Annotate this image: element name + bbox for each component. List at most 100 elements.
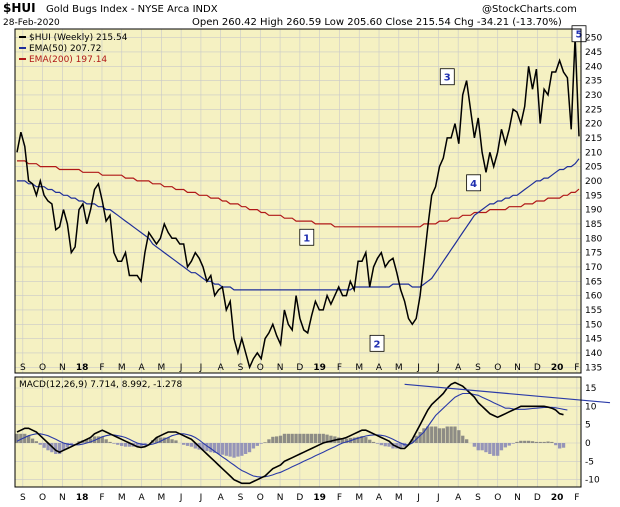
ema200-line: [17, 160, 580, 228]
macd-histogram-bar: [430, 426, 434, 443]
macd-histogram-bar: [558, 443, 562, 449]
wave-label-1: 1: [299, 228, 315, 246]
macd-histogram-bar: [282, 433, 287, 443]
macd-histogram-bar: [306, 433, 310, 443]
macd-histogram-bar: [127, 443, 132, 447]
macd-histogram-bar: [441, 428, 445, 443]
legend: $HUI (Weekly) 215.54 EMA(50) 207.72 EMA(…: [19, 33, 128, 65]
macd-histogram-bar: [143, 443, 147, 445]
macd-histogram-bar: [92, 436, 97, 443]
macd-histogram-bar: [104, 439, 108, 443]
macd-histogram-bar: [286, 433, 290, 443]
wave-label-text: 1: [303, 233, 310, 244]
price-panel-background: [15, 29, 581, 373]
macd-histogram-bar: [499, 443, 504, 451]
macd-histogram-bar: [368, 439, 372, 443]
macd-histogram-bar: [290, 433, 294, 443]
month-label: D: [296, 493, 303, 503]
macd-histogram-bar: [232, 443, 236, 458]
price-y-tick: 215: [585, 134, 602, 144]
price-y-tick: 155: [585, 306, 602, 316]
macd-histogram-bar: [434, 426, 438, 443]
macd-histogram-bar: [298, 433, 302, 443]
macd-panel: -10 -5 0 5 10 15 MACD(12,26,9) 7.714, 8.992, …: [14, 376, 611, 488]
price-y-tick: 175: [585, 249, 602, 259]
macd-histogram-bar: [19, 433, 23, 443]
month-label: O: [494, 363, 501, 373]
month-label: F: [99, 363, 104, 373]
price-y-tick: 245: [585, 48, 602, 58]
month-label: D: [534, 493, 541, 503]
macd-histogram: [15, 426, 566, 458]
month-label: N: [514, 363, 521, 373]
macd-histogram-bar: [492, 443, 496, 456]
chart-symbol-name: Gold Bugs Index - NYSE Arca INDX: [46, 4, 218, 15]
macd-histogram-bar: [259, 443, 263, 444]
macd-histogram-bar: [46, 443, 50, 451]
price-y-tick: 185: [585, 220, 602, 230]
macd-histogram-bar: [352, 437, 356, 443]
month-label: F: [337, 493, 342, 503]
macd-histogram-bar: [418, 432, 422, 443]
price-y-tick: 210: [585, 148, 602, 158]
macd-histogram-bar: [445, 426, 449, 443]
macd-histogram-bar: [476, 443, 480, 451]
price-y-tick: 165: [585, 277, 602, 287]
macd-histogram-bar: [89, 438, 93, 443]
macd-histogram-bar: [271, 436, 275, 443]
wave-label-2: 2: [369, 334, 385, 352]
macd-histogram-bar: [255, 443, 259, 446]
macd-histogram-bar: [387, 443, 391, 447]
price-y-tick: 170: [585, 263, 602, 273]
month-label: S: [20, 493, 26, 503]
month-label: D: [296, 363, 303, 373]
macd-y-axis: -10 -5 0 5 10 15: [585, 384, 600, 486]
month-label: A: [376, 493, 383, 503]
macd-histogram-bar: [375, 443, 380, 444]
macd-histogram-bar: [213, 443, 217, 453]
month-label: J: [179, 493, 183, 503]
macd-histogram-bar: [399, 443, 403, 449]
price-y-tick: 150: [585, 320, 602, 330]
macd-histogram-bar: [65, 443, 69, 448]
month-label: M: [157, 363, 165, 373]
macd-histogram-bar: [422, 428, 426, 443]
macd-histogram-bar: [488, 443, 492, 454]
month-label: M: [355, 363, 363, 373]
month-label: 19: [313, 363, 326, 373]
wave-label-3: 3: [439, 68, 455, 86]
month-label: O: [257, 493, 264, 503]
macd-histogram-bar: [503, 443, 507, 448]
macd-histogram-bar: [263, 442, 267, 443]
macd-trendline: [404, 383, 611, 404]
macd-histogram-bar: [383, 443, 387, 447]
month-label: A: [138, 493, 145, 503]
macd-histogram-bar: [216, 443, 221, 454]
month-label: J: [179, 363, 183, 373]
month-label: M: [395, 493, 403, 503]
month-label: F: [574, 493, 579, 503]
price-y-tick: 220: [585, 120, 602, 130]
macd-histogram-bar: [42, 443, 46, 448]
month-label: N: [514, 493, 521, 503]
month-label: F: [574, 363, 579, 373]
price-y-tick: 240: [585, 62, 602, 72]
macd-histogram-bar: [546, 441, 550, 443]
macd-histogram-bar: [457, 430, 461, 443]
macd-histogram-bar: [507, 443, 511, 446]
macd-histogram-bar: [27, 435, 31, 443]
macd-histogram-bar: [96, 436, 101, 443]
month-label: M: [355, 493, 363, 503]
macd-histogram-bar: [123, 443, 128, 447]
macd-histogram-bar: [511, 443, 515, 444]
macd-histogram-bar: [302, 433, 306, 443]
month-label: J: [436, 493, 440, 503]
macd-histogram-bar: [185, 443, 190, 446]
month-label: M: [118, 363, 126, 373]
macd-histogram-bar: [236, 443, 240, 457]
macd-histogram-bar: [534, 441, 538, 443]
month-label: A: [455, 363, 462, 373]
wave-label-text: 2: [374, 339, 381, 350]
price-y-tick: 235: [585, 77, 602, 87]
legend-label-ema50: EMA(50) 207.72: [29, 44, 101, 54]
